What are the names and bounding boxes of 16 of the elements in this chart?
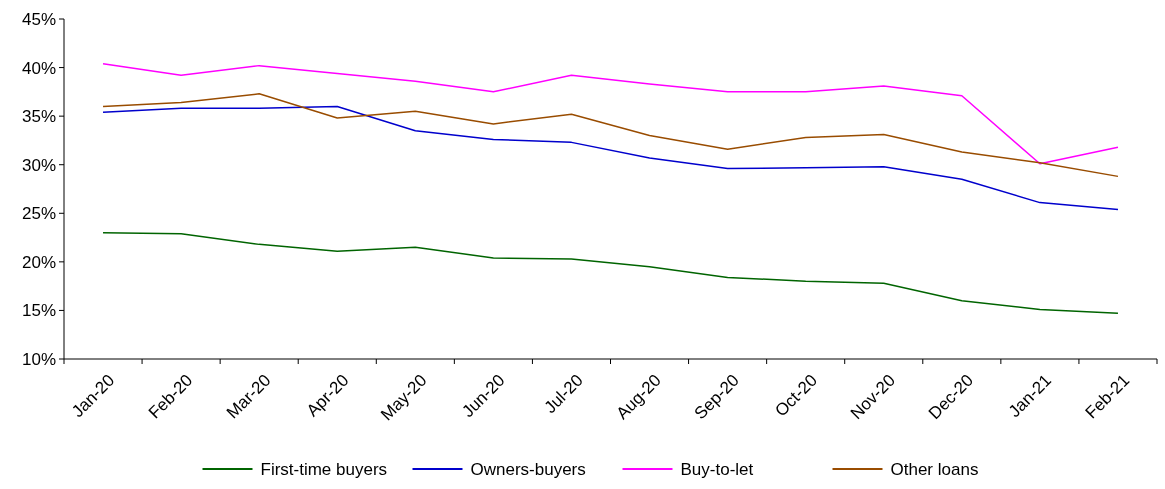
y-tick-label: 30% bbox=[21, 155, 56, 175]
legend-label: Buy-to-let bbox=[680, 459, 754, 479]
legend-label: First-time buyers bbox=[260, 459, 388, 479]
legend-label: Owners-buyers bbox=[470, 459, 586, 479]
y-tick-label: 40% bbox=[21, 58, 56, 78]
y-tick-label: 15% bbox=[21, 301, 56, 321]
line-series bbox=[102, 105, 1119, 211]
line-series bbox=[102, 231, 1119, 315]
y-tick-label: 45% bbox=[21, 9, 56, 29]
y-tick-label: 10% bbox=[21, 349, 56, 369]
y-tick-label: 25% bbox=[21, 204, 56, 224]
y-tick-label: 20% bbox=[21, 252, 56, 272]
y-tick-label: 35% bbox=[21, 107, 56, 127]
line-series bbox=[102, 93, 1119, 178]
line-series bbox=[102, 62, 1119, 165]
legend-label: Other loans bbox=[890, 459, 979, 479]
